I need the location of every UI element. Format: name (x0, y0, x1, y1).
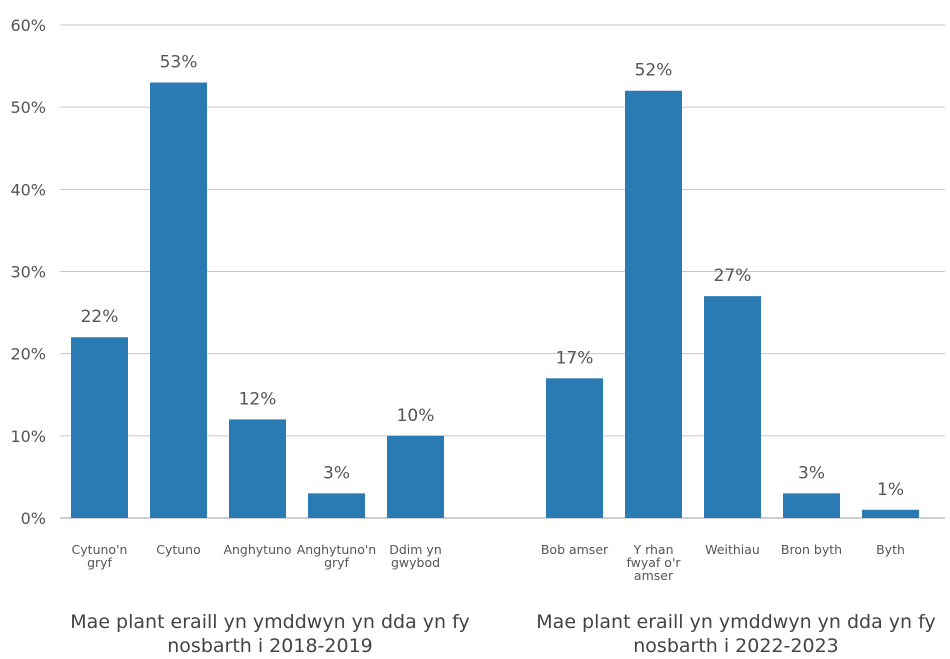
grid-layer (60, 24, 945, 519)
x-tick-label: Weithiau (705, 542, 760, 557)
x-tick-label: Anghytuno'n gryf (297, 542, 376, 570)
bar (862, 509, 919, 518)
bars-layer: 22% 53% 12% 3% 10% 17% 52% 27% 3% 1% (71, 53, 919, 519)
x-tick-label: Bron byth (781, 542, 842, 557)
bar (71, 337, 128, 518)
bar (546, 378, 603, 518)
data-label: 1% (877, 480, 904, 500)
data-label: 3% (323, 463, 350, 483)
data-label: 22% (81, 307, 119, 327)
x-tick-label: Bob amser (541, 542, 609, 557)
x-tick-label: Cytuno (156, 542, 201, 557)
data-label: 12% (239, 389, 277, 409)
data-label: 52% (635, 61, 673, 81)
data-label: 10% (397, 406, 435, 426)
bar (229, 419, 286, 518)
x-tick-label: Y rhan fwyaf o'r amser (626, 542, 681, 583)
y-tick-label: 30% (10, 263, 46, 282)
bar (704, 296, 761, 518)
data-label: 53% (160, 53, 198, 73)
x-tick-label: Anghytuno (223, 542, 291, 557)
y-tick-label: 40% (10, 180, 46, 199)
group-title: Mae plant eraill yn ymddwyn yn dda yn fy… (536, 611, 935, 657)
data-label: 3% (798, 463, 825, 483)
bar (150, 82, 207, 519)
x-axis: Cytuno'n gryf Cytuno Anghytuno Anghytuno'n gr… (72, 542, 905, 583)
bar (387, 435, 444, 518)
y-axis: 0% 10% 20% 30% 40% 50% 60% (10, 16, 46, 528)
x-tick-label: Cytuno'n gryf (72, 542, 128, 570)
bar (308, 493, 365, 518)
bar (783, 493, 840, 518)
y-tick-label: 20% (10, 345, 46, 364)
group-title: Mae plant eraill yn ymddwyn yn dda yn fy… (70, 611, 469, 657)
y-tick-label: 60% (10, 16, 46, 35)
x-tick-label: Byth (876, 542, 905, 557)
group-titles: Mae plant eraill yn ymddwyn yn dda yn fy… (70, 611, 935, 657)
bar (625, 90, 682, 518)
data-label: 27% (714, 266, 752, 286)
data-label: 17% (556, 348, 594, 368)
y-tick-label: 50% (10, 98, 46, 117)
y-tick-label: 0% (21, 509, 46, 528)
y-tick-label: 10% (10, 427, 46, 446)
x-tick-label: Ddim yn gwybod (389, 542, 442, 570)
